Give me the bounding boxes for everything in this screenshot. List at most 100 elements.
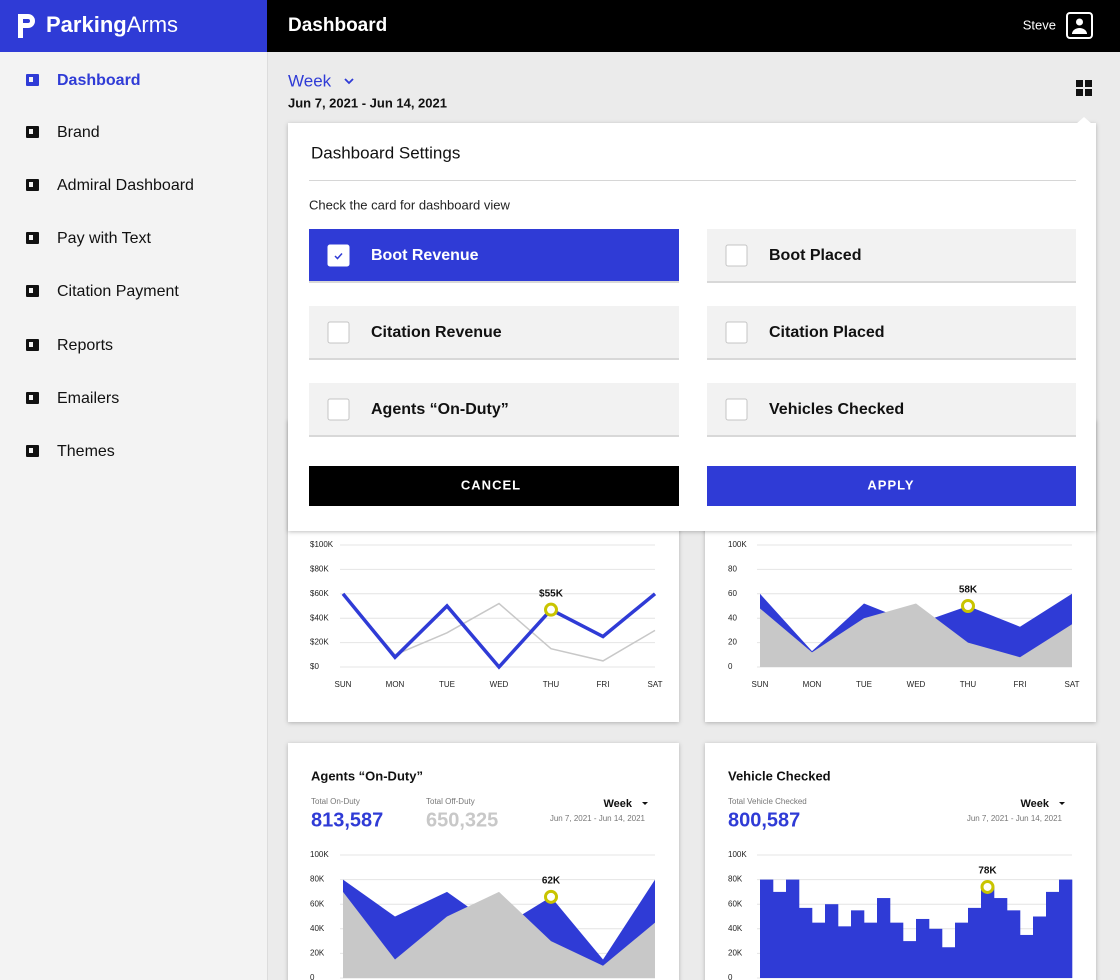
option-card[interactable] — [707, 306, 1076, 358]
checkbox[interactable] — [327, 244, 350, 267]
card-title: Vehicle Checked — [728, 768, 831, 783]
stat-label: Total Vehicle Checked — [728, 797, 807, 806]
setting-option[interactable]: Agents “On-Duty” — [309, 383, 679, 437]
nav-item[interactable]: Emailers — [57, 390, 119, 407]
logo-icon — [18, 14, 35, 38]
card-range: Jun 7, 2021 - Jun 14, 2021 — [967, 814, 1063, 823]
card-period-caret[interactable] — [1059, 802, 1065, 805]
option-label[interactable]: Citation Revenue — [371, 324, 502, 341]
period-caret[interactable] — [344, 78, 354, 85]
nav-icon-detail[interactable] — [29, 395, 33, 400]
period-select[interactable]: Week — [288, 71, 332, 90]
nav-icon-detail[interactable] — [29, 182, 33, 187]
logo-bar — [0, 0, 267, 52]
y-tick-label: 40K — [310, 924, 325, 933]
y-tick-label: 0 — [728, 973, 733, 980]
nav-item[interactable]: Admiral Dashboard — [57, 177, 194, 194]
area — [343, 891, 655, 978]
stat-value: 650,325 — [426, 809, 498, 831]
user-icon[interactable] — [1066, 12, 1093, 39]
y-tick-label: 80K — [310, 875, 325, 884]
y-tick-label: 100K — [728, 540, 747, 549]
nav-item[interactable]: Brand — [57, 124, 100, 141]
x-tick-label: TUE — [856, 680, 872, 689]
checkbox[interactable] — [725, 244, 748, 267]
y-tick-label: 20K — [310, 949, 325, 958]
user-name[interactable]: Steve — [1023, 17, 1056, 32]
nav-icon-detail[interactable] — [29, 129, 33, 134]
checkbox[interactable] — [327, 321, 350, 344]
bar — [851, 910, 865, 978]
checkbox[interactable] — [725, 321, 748, 344]
y-tick-label: $80K — [310, 565, 329, 574]
nav-icon-detail[interactable] — [29, 342, 33, 347]
card-range: Jun 7, 2021 - Jun 14, 2021 — [550, 814, 646, 823]
cancel-button[interactable] — [309, 466, 679, 506]
card-period[interactable]: Week — [1020, 798, 1049, 810]
option-card[interactable] — [309, 306, 679, 358]
option-label[interactable]: Vehicles Checked — [769, 401, 904, 418]
bar — [1007, 910, 1021, 978]
y-tick-label: 40K — [728, 924, 743, 933]
option-card[interactable] — [707, 229, 1076, 281]
nav-item[interactable]: Pay with Text — [57, 230, 152, 247]
x-tick-label: THU — [960, 680, 977, 689]
modal-hint: Check the card for dashboard view — [309, 197, 510, 212]
nav-icon-detail[interactable] — [29, 77, 33, 82]
y-tick-label: 100K — [728, 850, 747, 859]
checkmark[interactable] — [334, 252, 343, 260]
y-tick-label: 20 — [728, 638, 737, 647]
card-title: Agents “On-Duty” — [311, 768, 423, 783]
setting-option[interactable]: Citation Revenue — [309, 306, 679, 360]
highlight-label: $55K — [539, 588, 564, 599]
bar — [1059, 879, 1073, 978]
x-tick-label: SAT — [648, 680, 663, 689]
bar — [968, 907, 982, 978]
setting-option[interactable]: Boot Placed — [707, 229, 1076, 283]
y-tick-label: $100K — [310, 540, 334, 549]
bar — [903, 941, 917, 978]
header-bar — [267, 0, 1120, 52]
option-card[interactable] — [309, 229, 679, 281]
y-tick-label: 60K — [728, 899, 743, 908]
nav-item[interactable]: Dashboard — [57, 72, 141, 89]
checkbox[interactable] — [327, 398, 350, 421]
option-card[interactable] — [707, 383, 1076, 435]
option-label[interactable]: Boot Revenue — [371, 247, 479, 264]
modal-notch — [1076, 117, 1092, 124]
setting-option[interactable]: Citation Placed — [707, 306, 1076, 360]
x-tick-label: FRI — [1014, 680, 1027, 689]
nav-icon-detail[interactable] — [29, 288, 33, 293]
apply-label[interactable]: APPLY — [867, 477, 914, 492]
logo-first: Parking — [46, 12, 127, 37]
nav-item[interactable]: Reports — [57, 337, 113, 354]
y-tick-label: 0 — [310, 973, 315, 980]
bar — [994, 898, 1008, 978]
bar — [786, 879, 800, 978]
bar — [916, 918, 930, 978]
bar — [838, 926, 852, 978]
card-period[interactable]: Week — [603, 798, 632, 810]
bar — [890, 922, 904, 978]
highlight-point — [980, 879, 995, 894]
option-label[interactable]: Citation Placed — [769, 324, 885, 341]
nav-icon-detail[interactable] — [29, 448, 33, 453]
option-label[interactable]: Boot Placed — [769, 247, 861, 264]
apply-button[interactable] — [707, 466, 1076, 506]
grid-button[interactable] — [1076, 80, 1092, 96]
setting-option[interactable]: Vehicles Checked — [707, 383, 1076, 437]
y-tick-label: $20K — [310, 638, 329, 647]
card-period-caret[interactable] — [642, 802, 648, 805]
line — [341, 592, 657, 670]
cancel-label[interactable]: CANCEL — [461, 477, 521, 492]
x-tick-label: THU — [543, 680, 560, 689]
nav-item[interactable]: Themes — [57, 443, 115, 460]
nav-item[interactable]: Citation Payment — [57, 283, 179, 300]
nav-icon-detail[interactable] — [29, 235, 33, 240]
option-label[interactable]: Agents “On-Duty” — [371, 401, 509, 418]
setting-option[interactable]: Boot Revenue — [309, 229, 679, 283]
bar — [955, 922, 969, 978]
option-card[interactable] — [309, 383, 679, 435]
checkbox[interactable] — [725, 398, 748, 421]
